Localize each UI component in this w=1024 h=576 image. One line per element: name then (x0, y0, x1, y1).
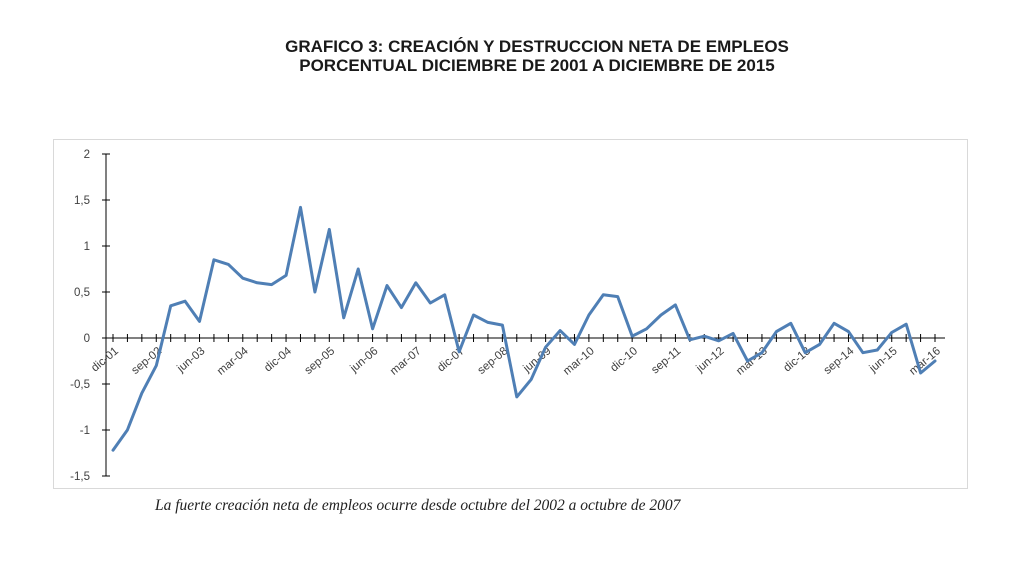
chart-title-line-2: PORCENTUAL DICIEMBRE DE 2001 A DICIEMBRE… (299, 56, 775, 75)
y-tick-label: 0,5 (74, 287, 90, 299)
x-tick-label: dic-07 (435, 345, 467, 374)
x-tick-label: mar-10 (561, 345, 597, 378)
x-tick-label: dic-10 (608, 345, 640, 374)
x-tick-label: jun-03 (174, 345, 207, 375)
y-tick-label: 2 (84, 149, 90, 161)
chart-caption: La fuerte creación neta de empleos ocurr… (155, 497, 681, 514)
plot-area (53, 139, 968, 489)
y-tick-label: -0,5 (70, 379, 90, 391)
x-tick-label: mar-04 (215, 345, 251, 378)
x-tick-label: jun-06 (348, 345, 381, 375)
y-tick-label: 1,5 (74, 195, 90, 207)
data-series-line (111, 205, 937, 452)
y-tick-label: -1,5 (70, 471, 90, 483)
chart-title: GRAFICO 3: CREACIÓN Y DESTRUCCION NETA D… (0, 37, 1024, 75)
x-tick-label: jun-12 (694, 345, 727, 375)
chart-title-line-1: GRAFICO 3: CREACIÓN Y DESTRUCCION NETA D… (285, 37, 789, 56)
x-tick-label: dic-04 (262, 345, 294, 375)
x-tick-label: sep-05 (303, 345, 338, 377)
y-tick-label: 0 (84, 333, 90, 345)
x-tick-label: sep-11 (649, 345, 683, 376)
y-tick-label: 1 (84, 241, 90, 253)
x-tick-label: mar-07 (388, 345, 424, 378)
y-tick-label: -1 (80, 425, 90, 437)
x-tick-label: dic-01 (89, 345, 121, 374)
x-tick-label: jun-09 (521, 345, 554, 375)
x-tick-label: sep-14 (822, 345, 857, 377)
x-tick-label: sep-08 (476, 345, 511, 377)
